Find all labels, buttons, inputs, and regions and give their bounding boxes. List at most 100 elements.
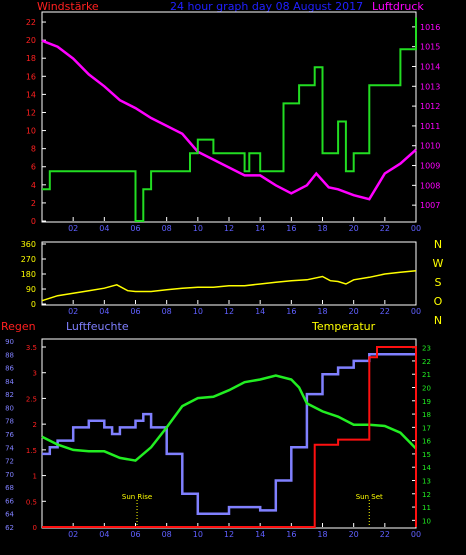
rain-label: Regen — [1, 320, 36, 333]
rain-axis-tick-label: 2 — [33, 421, 37, 429]
panel3-x-tick-label: 12 — [224, 530, 234, 539]
panel3-x-tick-label: 00 — [411, 530, 421, 539]
humidity-axis-tick-label: 76 — [5, 431, 14, 439]
temperature-axis-tick-label: 18 — [422, 411, 431, 419]
panel3-x-tick-label: 18 — [317, 530, 327, 539]
humidity-axis-tick-label: 64 — [5, 511, 14, 519]
pressure-axis-tick-label: 1015 — [420, 43, 440, 52]
panel3-x-tick-label: 10 — [193, 530, 203, 539]
direction-axis-tick-label: 360 — [21, 240, 36, 249]
rain-axis-tick-label: 2.5 — [26, 395, 37, 403]
panel1-frame — [41, 11, 417, 223]
panel2-x-tick-label: 18 — [317, 307, 327, 316]
temperature-axis-tick-label: 13 — [422, 478, 431, 486]
header-wind-label: Windstärke — [37, 0, 99, 13]
wind-axis-tick-label: 20 — [26, 36, 36, 45]
panel3-x-tick-label: 22 — [380, 530, 390, 539]
temperature-axis-tick-label: 20 — [422, 385, 431, 393]
rain-axis-tick-label: 3.5 — [26, 344, 37, 352]
panel1-x-tick-label: 06 — [130, 224, 140, 233]
panel2-x-tick-label: 06 — [130, 307, 140, 316]
wind-axis-tick-label: 4 — [31, 181, 36, 190]
sun-rise-label: Sun Rise — [122, 493, 152, 501]
panel2-x-tick-label: 22 — [380, 307, 390, 316]
panel2-x-tick-label: 10 — [193, 307, 203, 316]
panel1-x-tick-label: 04 — [99, 224, 109, 233]
panel2-x-tick-label: 12 — [224, 307, 234, 316]
header-pressure-label: Luftdruck — [372, 0, 424, 13]
wind-axis-tick-label: 0 — [31, 217, 36, 226]
rain-axis-tick-label: 1 — [33, 473, 37, 481]
rain-axis-tick-label: 0.5 — [26, 498, 37, 506]
humidity-axis-tick-label: 78 — [5, 418, 14, 426]
panel3-x-tick-label: 20 — [349, 530, 359, 539]
panel1-x-tick-label: 08 — [162, 224, 172, 233]
humidity-axis-tick-label: 84 — [5, 378, 14, 386]
humidity-axis-tick-label: 74 — [5, 444, 14, 452]
pressure-axis-tick-label: 1011 — [420, 122, 440, 131]
pressure-axis-tick-label: 1016 — [420, 23, 440, 32]
pressure-axis-tick-label: 1008 — [420, 181, 440, 190]
temperature-axis-tick-label: 23 — [422, 345, 431, 353]
direction-axis-tick-label: 270 — [21, 255, 36, 264]
wind-axis-tick-label: 16 — [26, 72, 36, 81]
temperature-axis-tick-label: 15 — [422, 451, 431, 459]
compass-label: N — [434, 238, 442, 251]
compass-label: O — [434, 295, 443, 308]
panel1-x-tick-label: 22 — [380, 224, 390, 233]
temperature-axis-tick-label: 10 — [422, 517, 431, 525]
temperature-axis-tick-label: 19 — [422, 398, 431, 406]
panel2-x-tick-label: 20 — [349, 307, 359, 316]
panel3-x-tick-label: 06 — [130, 530, 140, 539]
temperature-axis-tick-label: 11 — [422, 504, 431, 512]
sun-set-label: Sun Set — [356, 493, 383, 501]
panel3-x-tick-label: 08 — [162, 530, 172, 539]
panel2-x-tick-label: 00 — [411, 307, 421, 316]
pressure-axis-tick-label: 1007 — [420, 201, 440, 210]
panel1-x-tick-label: 02 — [68, 224, 78, 233]
direction-axis-tick-label: 180 — [21, 270, 36, 279]
wind-axis-tick-label: 8 — [31, 145, 36, 154]
rain-series-line — [42, 346, 417, 528]
panel1-x-tick-label: 10 — [193, 224, 203, 233]
panel1-x-tick-label: 14 — [255, 224, 265, 233]
temperature-axis-tick-label: 12 — [422, 491, 431, 499]
humidity-axis-tick-label: 72 — [5, 458, 14, 466]
wind-axis-tick-label: 12 — [26, 108, 36, 117]
temperature-series-line — [41, 374, 417, 462]
panel3-x-tick-label: 14 — [255, 530, 265, 539]
wind-axis-tick-label: 10 — [26, 127, 36, 136]
pressure-axis-tick-label: 1013 — [420, 82, 440, 91]
panel2-x-tick-label: 04 — [99, 307, 109, 316]
panel3-x-tick-label: 16 — [286, 530, 296, 539]
wind-axis-tick-label: 6 — [31, 163, 36, 172]
compass-label: S — [435, 276, 442, 289]
temperature-axis-tick-label: 17 — [422, 424, 431, 432]
panel2-x-tick-label: 14 — [255, 307, 265, 316]
humidity-axis-tick-label: 62 — [5, 524, 14, 532]
panel2-x-tick-label: 08 — [162, 307, 172, 316]
temperature-axis-tick-label: 21 — [422, 371, 431, 379]
panel2-x-tick-label: 02 — [68, 307, 78, 316]
pressure-axis-tick-label: 1009 — [420, 162, 440, 171]
temperature-axis-tick-label: 22 — [422, 358, 431, 366]
wind-axis-tick-label: 18 — [26, 54, 36, 63]
panel1-x-tick-label: 00 — [411, 224, 421, 233]
wind-axis-tick-label: 14 — [26, 90, 36, 99]
humidity-axis-tick-label: 68 — [5, 484, 14, 492]
panel2-x-tick-label: 16 — [286, 307, 296, 316]
humidity-axis-tick-label: 82 — [5, 391, 14, 399]
humidity-axis-tick-label: 90 — [5, 338, 14, 346]
humidity-series-line — [42, 353, 416, 515]
humidity-axis-tick-label: 88 — [5, 351, 14, 359]
pressure-axis-tick-label: 1014 — [420, 62, 440, 71]
humidity-axis-tick-label: 70 — [5, 471, 14, 479]
temperature-label: Temperatur — [311, 320, 376, 333]
panel3-x-tick-label: 02 — [68, 530, 78, 539]
rain-axis-tick-label: 0 — [33, 524, 37, 532]
panel2-frame — [41, 241, 417, 306]
humidity-axis-tick-label: 86 — [5, 365, 14, 373]
panel1-x-tick-label: 12 — [224, 224, 234, 233]
panel1-x-tick-label: 16 — [286, 224, 296, 233]
